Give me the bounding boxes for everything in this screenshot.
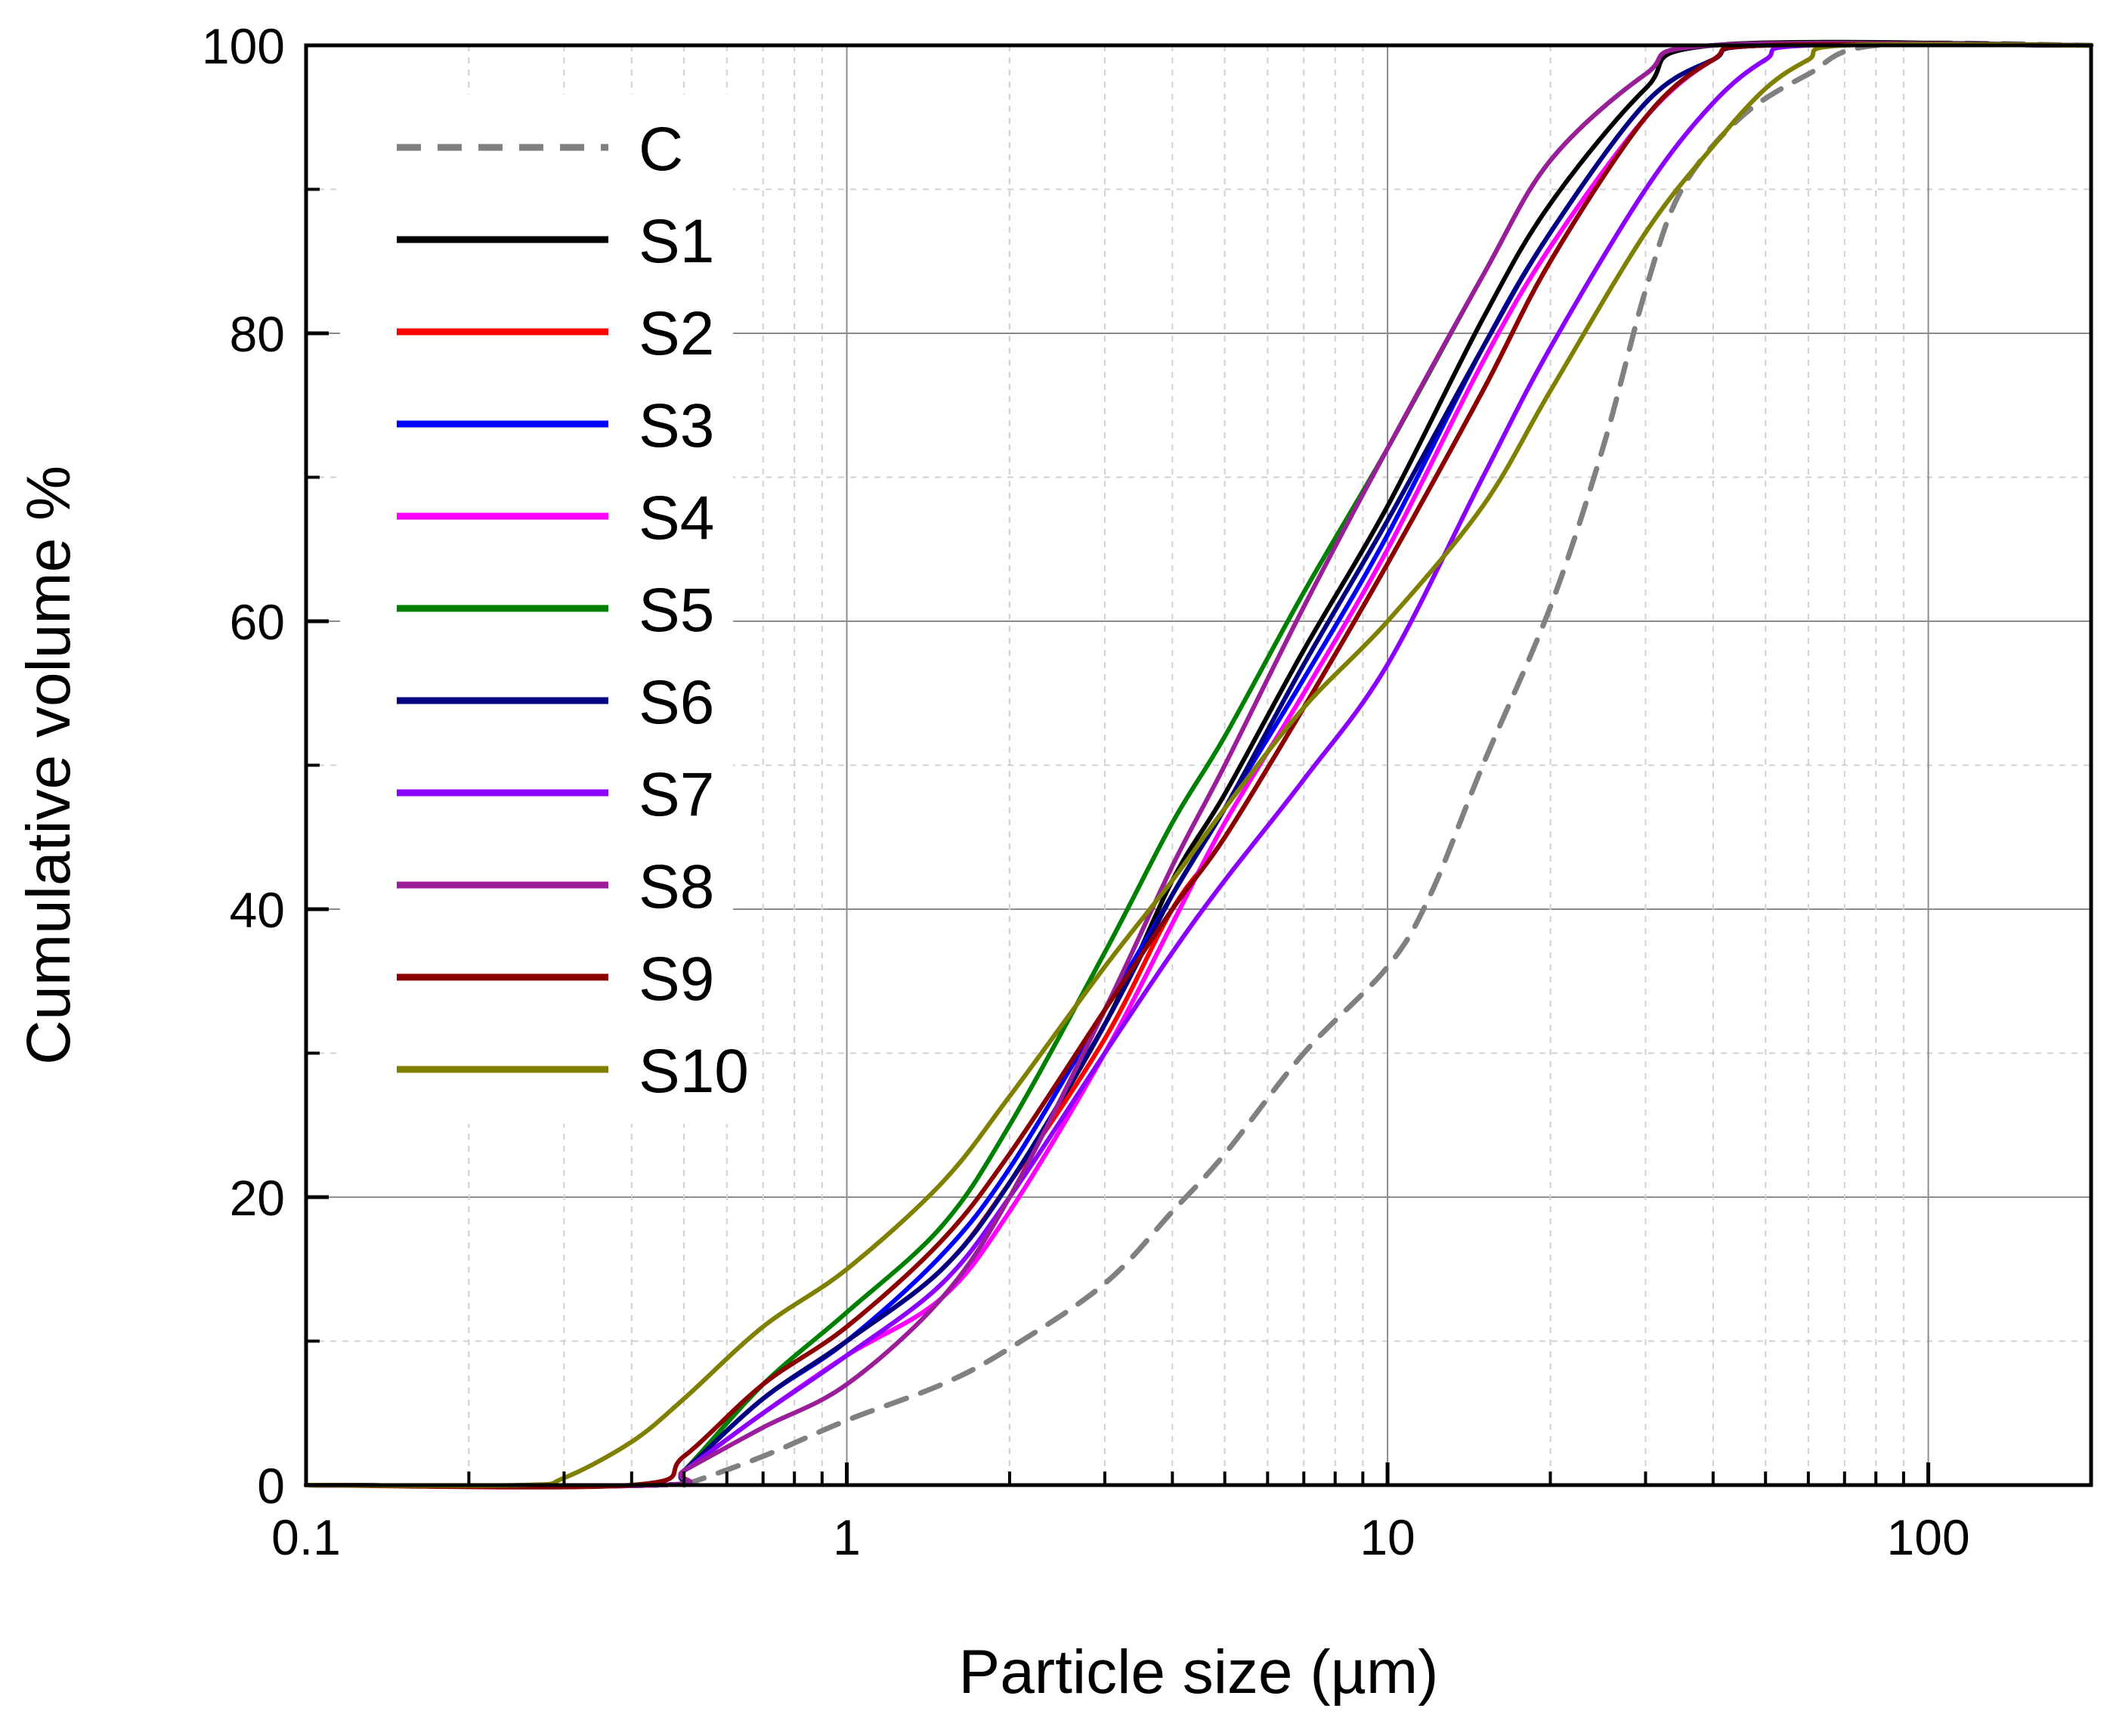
legend-label-c: C <box>639 115 683 184</box>
y-tick-label: 20 <box>230 1170 285 1226</box>
x-tick-label: 10 <box>1360 1509 1415 1565</box>
x-tick-label: 1 <box>833 1509 861 1565</box>
y-tick-label: 80 <box>230 306 285 362</box>
legend-label-s7: S7 <box>639 760 714 829</box>
legend-label-s4: S4 <box>639 484 714 552</box>
series-line-s7 <box>304 42 2093 1489</box>
series-line-s10 <box>304 42 2093 1488</box>
x-axis-title: Particle size (µm) <box>959 1638 1439 1707</box>
legend-label-s2: S2 <box>639 299 714 368</box>
y-tick-label: 40 <box>230 882 285 938</box>
series-line-s9 <box>304 42 2093 1490</box>
x-tick-label: 0.1 <box>271 1509 341 1565</box>
y-tick-label: 0 <box>257 1458 285 1514</box>
x-tick-label: 100 <box>1887 1509 1970 1565</box>
series-line-s6 <box>304 42 2093 1489</box>
legend-label-s6: S6 <box>639 668 714 737</box>
legend-label-s8: S8 <box>639 853 714 921</box>
legend-label-s1: S1 <box>639 207 714 276</box>
axis-ticks <box>304 43 2093 1487</box>
legend: C S1 S2 S3 S4 S5 S6 S7 S8 S9 S10 <box>397 115 749 1106</box>
y-tick-label: 100 <box>202 18 285 74</box>
legend-label-s5: S5 <box>639 576 714 645</box>
grid <box>305 45 2092 1486</box>
series-layer <box>304 39 2094 1490</box>
legend-label-s10: S10 <box>639 1037 749 1106</box>
series-line-s8 <box>304 41 2093 1489</box>
legend-label-s9: S9 <box>639 945 714 1013</box>
legend-label-s3: S3 <box>639 391 714 460</box>
y-tick-label: 60 <box>230 594 285 650</box>
tick-labels: 0 20 40 60 80 100 0.1 1 10 100 <box>202 18 1970 1565</box>
y-axis-title: Cumulative volume % <box>14 466 83 1065</box>
